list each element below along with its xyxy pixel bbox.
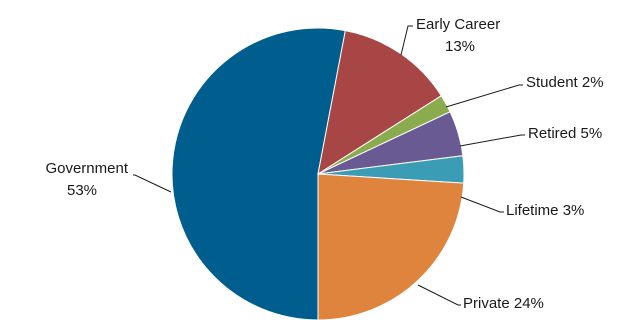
leader-line-retired [459, 134, 525, 147]
slice-label-lifetime: Lifetime 3% [506, 202, 584, 219]
slice-label-early-career-value: 13% [445, 38, 475, 55]
slice-labels: Government 53% Early Career 13% Student 2% Re… [45, 16, 603, 312]
pie-slices [171, 27, 465, 320]
slice-label-retired: Retired 5% [528, 125, 602, 142]
leader-line-government [133, 174, 172, 193]
slice-label-early-career: Early Career [416, 16, 500, 33]
pie-slice-private [317, 173, 465, 320]
slice-label-private: Private 24% [463, 295, 544, 312]
leader-lines [133, 25, 525, 306]
leader-line-lifetime [460, 196, 504, 213]
leader-line-student [445, 84, 523, 108]
leader-line-private [417, 284, 461, 306]
pie-slice-early-career [317, 30, 442, 176]
pie-slice-government [171, 27, 346, 320]
slice-label-student: Student 2% [526, 74, 604, 91]
slice-label-government: Government [45, 160, 128, 177]
leader-line-early-career [400, 25, 413, 56]
slice-label-government-value: 53% [67, 182, 97, 199]
